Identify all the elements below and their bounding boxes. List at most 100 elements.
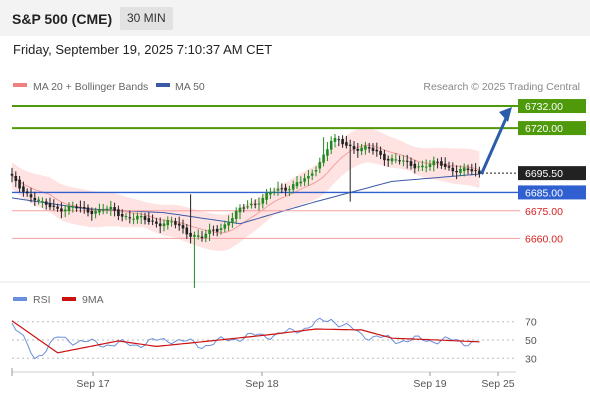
candle-body [120, 214, 124, 217]
candle-body [329, 140, 333, 150]
candle-body [451, 167, 455, 172]
candle-body [257, 203, 261, 205]
level-6685-00-label: 6685.00 [525, 187, 563, 199]
candle-body [459, 168, 462, 173]
candle-body [37, 199, 40, 202]
candle-body [326, 149, 329, 156]
candle-body [132, 218, 135, 220]
candle-body [409, 161, 413, 166]
candle-body [478, 170, 481, 175]
chart-credit: Research © 2025 Trading Central [423, 81, 580, 93]
candle-body [162, 223, 166, 227]
candle-body [14, 175, 18, 181]
candle-body [360, 147, 363, 152]
level-6685-00-tag [518, 185, 586, 200]
candle-body [371, 147, 375, 151]
candle-body [238, 207, 242, 213]
rsi-legend-swatch [13, 297, 27, 301]
candle-body [94, 210, 97, 214]
candle-body [333, 137, 337, 142]
candle-body [462, 167, 466, 172]
candle-body [265, 192, 268, 200]
candle-body [390, 158, 394, 162]
candle-body [253, 203, 257, 205]
candle-body [29, 194, 33, 198]
candle-body [200, 236, 204, 239]
ma50-legend-label: MA 50 [175, 81, 205, 93]
candle-body [432, 160, 436, 166]
candle-body [356, 148, 360, 151]
candle-body [208, 229, 211, 235]
candle-body [272, 191, 276, 193]
candle-body [52, 205, 56, 207]
rsi-tick-30: 30 [525, 353, 537, 365]
timeframe-button[interactable]: 30 MIN [120, 7, 173, 30]
candle-body [447, 166, 451, 168]
forecast-arrow-head [499, 107, 512, 123]
candle-body [227, 222, 230, 226]
candle-body [261, 197, 265, 204]
candle-body [470, 169, 474, 172]
level-6695-50-tag [518, 166, 586, 181]
candle-body [67, 205, 71, 211]
candle-body [174, 221, 177, 225]
candle-body [341, 138, 344, 145]
candle-body [71, 206, 75, 208]
candle-body [143, 216, 147, 220]
candle-body [22, 186, 25, 192]
instrument-title: S&P 500 (CME) [12, 11, 113, 27]
candle-body [155, 221, 158, 224]
candle-body [276, 188, 280, 191]
candle-body [139, 215, 143, 218]
candle-body [242, 207, 246, 209]
candle-body [443, 163, 447, 167]
level-6732-00-tag [518, 99, 586, 114]
candle-body [166, 220, 170, 226]
level-6732-00-label: 6732.00 [525, 101, 563, 113]
candle-body [212, 229, 215, 231]
rsi-line [11, 317, 480, 360]
candle-body [310, 173, 314, 176]
candle-body [386, 158, 390, 161]
candle-body [367, 147, 371, 149]
level-6675-00-label: 6675.00 [525, 206, 563, 218]
candle-body [98, 209, 101, 213]
bollinger-band [12, 127, 480, 252]
candle-body [63, 209, 67, 212]
candle-body [189, 232, 192, 237]
rsi-tick-70: 70 [525, 317, 537, 329]
candle-body [18, 179, 21, 189]
candle-body [417, 166, 420, 168]
candle-body [124, 216, 128, 218]
candle-body [383, 153, 386, 161]
candle-body [345, 142, 348, 146]
candle-body [181, 225, 185, 229]
rsi-ma-legend-swatch [62, 297, 76, 301]
bollinger-legend-swatch [13, 83, 27, 87]
candle-body [474, 170, 477, 172]
candle-body [246, 206, 249, 208]
x-tick-label: Sep 18 [245, 378, 278, 390]
candle-body [231, 218, 234, 223]
bollinger-legend-label: MA 20 + Bollinger Bands [33, 81, 148, 93]
candle-body [250, 203, 253, 206]
candle-body [424, 166, 428, 168]
candle-body [428, 164, 432, 168]
candle-body [318, 162, 322, 169]
candle-body [436, 161, 439, 163]
candle-body [379, 150, 382, 155]
candle-body [466, 168, 470, 171]
candle-body [41, 201, 44, 203]
candle-body [48, 203, 52, 208]
candle-body [82, 207, 86, 209]
rsi-ma-legend-label: 9MA [82, 294, 104, 306]
candle-body [295, 182, 299, 187]
candle-body [234, 210, 238, 219]
candle-body [79, 207, 82, 209]
candle-body [413, 163, 417, 169]
level-6695-50-label: 6695.50 [525, 168, 563, 180]
candle-body [421, 165, 424, 168]
candle-body [185, 227, 189, 235]
candle-body [455, 170, 458, 173]
candle-body [394, 159, 398, 161]
